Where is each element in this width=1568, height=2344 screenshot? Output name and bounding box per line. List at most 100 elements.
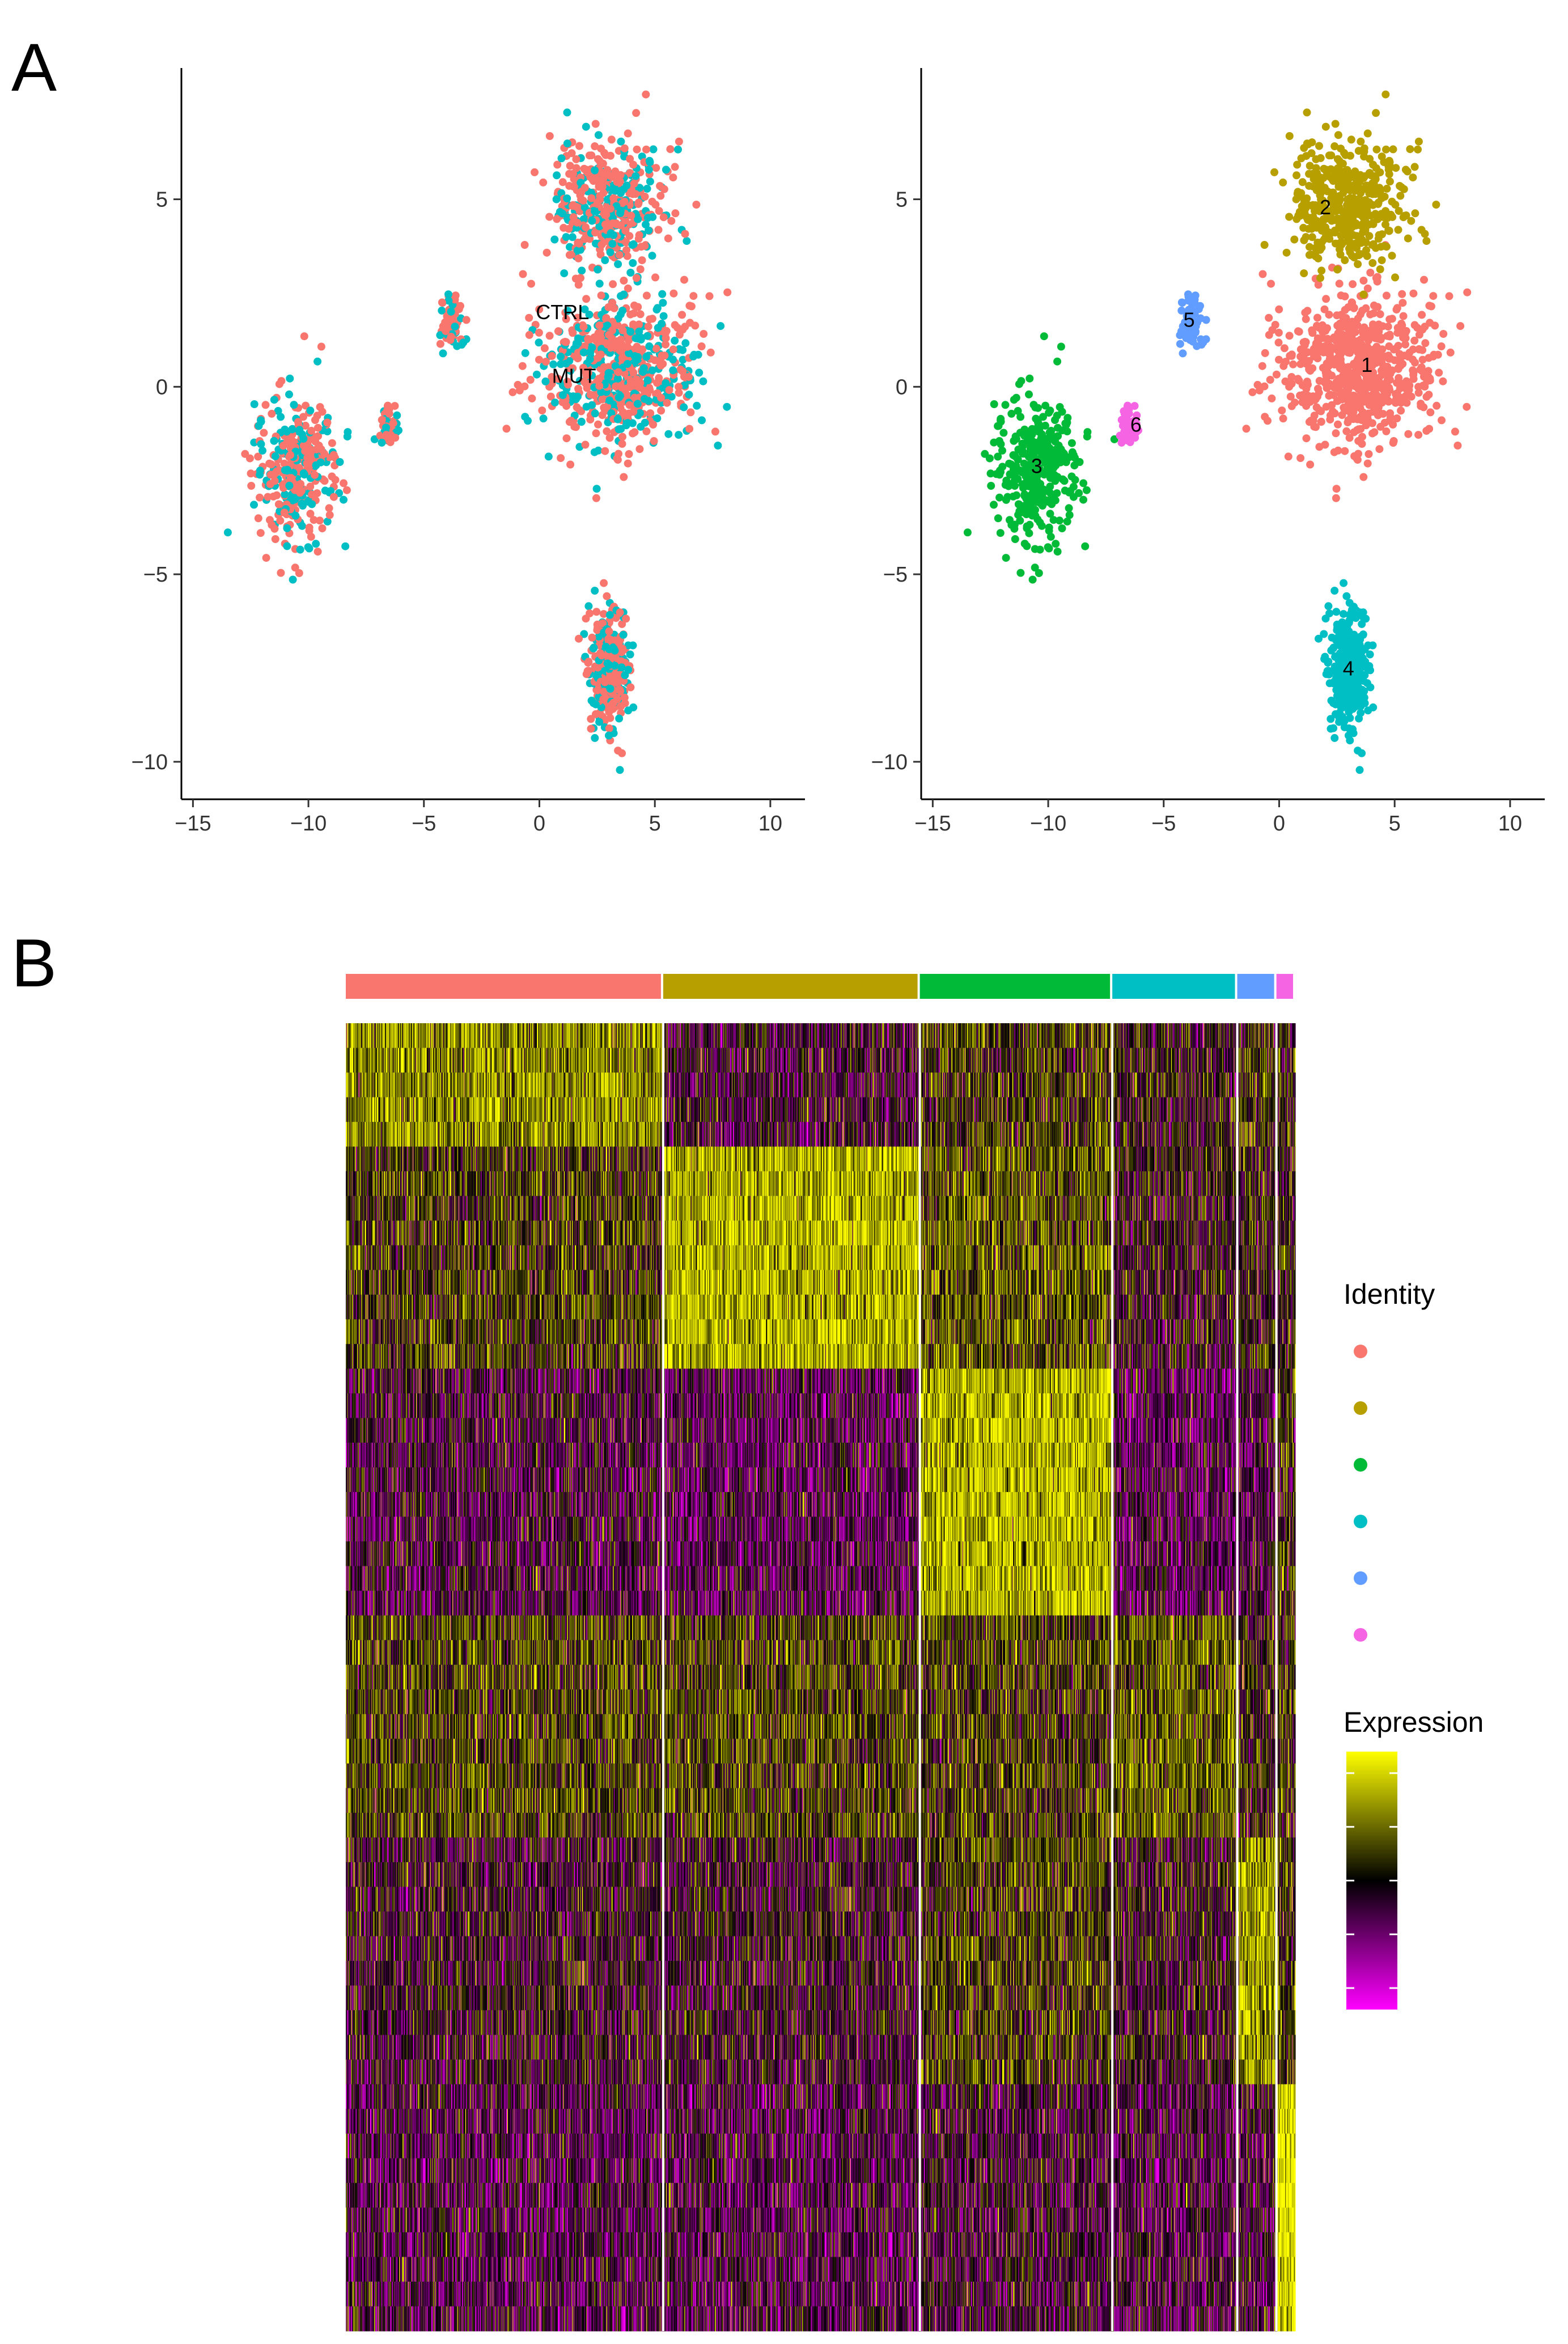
umap-point — [594, 664, 601, 672]
umap-point — [637, 243, 645, 251]
umap-point — [317, 446, 325, 453]
umap-point — [442, 327, 450, 335]
umap-point — [449, 316, 457, 324]
umap-point — [1438, 416, 1446, 424]
umap-point — [565, 182, 573, 190]
umap-point — [306, 482, 314, 490]
umap-point — [569, 170, 577, 178]
umap-point — [645, 323, 652, 330]
umap-point — [614, 260, 622, 268]
umap-point — [654, 324, 662, 332]
umap-point — [459, 338, 467, 346]
umap-point — [332, 476, 340, 484]
umap-point — [272, 452, 279, 460]
umap-point — [632, 109, 640, 117]
umap-point — [592, 608, 600, 616]
x-tick-label: 10 — [758, 812, 782, 836]
umap-point — [268, 521, 276, 529]
umap-point — [671, 209, 679, 217]
umap-point — [646, 177, 654, 185]
umap-point — [634, 353, 642, 361]
umap-point — [306, 527, 313, 535]
umap-point — [300, 332, 308, 340]
umap-point — [246, 455, 254, 463]
umap-point — [1433, 402, 1440, 410]
umap-point — [308, 500, 316, 508]
umap-point — [607, 685, 615, 693]
umap-point — [378, 416, 386, 424]
umap-point — [605, 331, 613, 339]
umap-point — [691, 321, 699, 329]
umap-point — [290, 401, 298, 409]
umap-point — [1265, 314, 1273, 322]
umap-point — [1349, 280, 1357, 288]
umap-point — [642, 146, 650, 154]
umap-point — [1243, 425, 1251, 433]
umap-point — [382, 423, 390, 431]
umap-point — [591, 207, 599, 215]
umap-point — [446, 336, 454, 344]
umap-point — [247, 482, 255, 490]
umap-point — [265, 460, 273, 468]
umap-point — [615, 639, 623, 647]
umap-point — [1302, 315, 1310, 323]
umap-point — [606, 611, 614, 619]
umap-point — [1273, 371, 1281, 379]
umap-point — [559, 391, 567, 399]
umap-point — [626, 651, 634, 659]
umap-point — [621, 145, 629, 152]
umap-point — [587, 194, 595, 202]
umap-point — [1453, 442, 1461, 450]
umap-point — [275, 501, 283, 508]
umap-point — [633, 146, 641, 154]
umap-point — [651, 273, 659, 281]
umap-point — [616, 608, 624, 616]
umap-point — [649, 213, 656, 221]
umap-point — [546, 332, 554, 340]
umap-point — [341, 542, 349, 550]
umap-point — [675, 431, 683, 439]
umap-point — [626, 401, 634, 409]
umap-point — [685, 425, 693, 433]
umap-point — [582, 223, 590, 231]
umap-point — [606, 673, 614, 681]
umap-point — [673, 324, 681, 332]
umap-point — [660, 351, 668, 359]
umap-point — [1303, 434, 1311, 442]
umap-point — [595, 321, 603, 329]
umap-point — [621, 198, 629, 206]
x-tick-label: 5 — [649, 812, 661, 836]
umap-point — [645, 166, 653, 173]
umap-point — [637, 265, 645, 273]
umap-point — [553, 171, 561, 179]
umap-point — [581, 184, 589, 192]
umap-point — [689, 353, 697, 361]
umap-point — [588, 401, 596, 409]
umap-point — [1358, 433, 1366, 441]
umap-point — [270, 437, 278, 445]
x-tick-label: 5 — [1389, 812, 1401, 836]
umap-point — [680, 403, 688, 411]
umap-point — [633, 274, 641, 282]
umap-point — [630, 310, 638, 317]
umap-point — [594, 266, 601, 274]
umap-point — [295, 569, 303, 577]
umap-point — [643, 292, 651, 300]
umap-point — [592, 494, 600, 502]
umap-point — [545, 452, 553, 460]
umap-point — [632, 334, 639, 342]
umap-point — [541, 344, 549, 352]
umap-point — [679, 346, 686, 354]
umap-point — [542, 358, 550, 366]
umap-point — [563, 108, 571, 116]
umap-point — [663, 399, 671, 407]
umap-point — [325, 504, 333, 512]
umap-point — [618, 663, 626, 671]
umap-point — [605, 732, 613, 740]
umap-point — [522, 349, 529, 357]
umap-point — [707, 349, 715, 357]
umap-point — [277, 413, 285, 421]
umap-point — [649, 421, 657, 429]
x-tick-label: −15 — [175, 812, 211, 836]
